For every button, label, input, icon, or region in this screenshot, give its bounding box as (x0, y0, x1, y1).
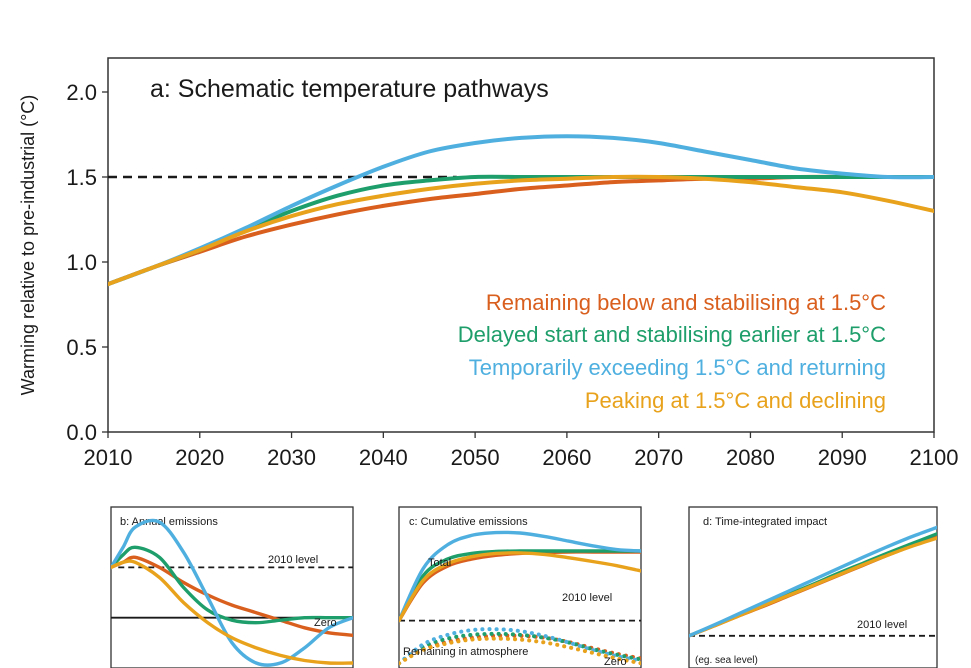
panel-c-label-remaining: Remaining in atmosphere (403, 646, 528, 658)
x-tick-label-2100: 2100 (910, 445, 959, 470)
panel-c: c: Cumulative emissions Total 2010 level… (398, 506, 642, 668)
panel-b-series-line-1 (111, 555, 353, 637)
panel-c-series-line-3 (399, 530, 641, 623)
x-tick-label-2090: 2090 (818, 445, 867, 470)
y-tick-label-2-0: 2.0 (66, 80, 97, 105)
y-tick-label-0-0: 0.0 (66, 420, 97, 445)
panel-c-label-2010-level: 2010 level (562, 592, 612, 604)
panel-c-series-line-7-dotted (399, 627, 641, 666)
panel-c-series-line-2 (399, 549, 641, 623)
panel-a: a: Schematic temperature pathways Warmin… (18, 57, 959, 470)
panel-a-plot-area (108, 134, 934, 287)
panel-d-plot-area (689, 525, 937, 638)
panel-a-series-line-remaining-below-and-stabilising-at-1-5-c (108, 174, 934, 287)
x-tick-label-2050: 2050 (451, 445, 500, 470)
panel-b-label-zero: Zero (314, 617, 337, 629)
x-tick-label-2070: 2070 (634, 445, 683, 470)
panel-b-plot-area (111, 518, 353, 667)
panel-c-label-zero: Zero (604, 656, 627, 668)
legend-item-temporarily-exceeding: Temporarily exceeding 1.5°C and returnin… (469, 355, 886, 380)
panel-c-label-total: Total (428, 557, 451, 569)
y-tick-label-1-0: 1.0 (66, 250, 97, 275)
panel-c-series-line-8-dotted (399, 636, 641, 666)
x-tick-label-2040: 2040 (359, 445, 408, 470)
panel-a-series-line-peaking-at-1-5-c-and-declining (108, 174, 934, 287)
panel-d-frame (688, 506, 938, 668)
panel-c-title: c: Cumulative emissions (409, 516, 528, 528)
y-tick-label-1-5: 1.5 (66, 165, 97, 190)
panel-d-label-eg-sea-level: (eg. sea level) (695, 655, 758, 666)
x-tick-label-2020: 2020 (175, 445, 224, 470)
panel-b-series-line-4 (111, 559, 353, 665)
legend-item-delayed-start: Delayed start and stabilising earlier at… (458, 322, 886, 347)
panel-b: b: Annual emissions 2010 level Zero (110, 506, 354, 668)
panel-b-title: b: Annual emissions (120, 516, 218, 528)
x-tick-label-2010: 2010 (84, 445, 133, 470)
panel-b-frame (110, 506, 354, 668)
panel-c-plot-area (399, 530, 641, 666)
panel-a-frame (107, 57, 935, 433)
panel-d-label-2010-level: 2010 level (857, 619, 907, 631)
x-axis-ticks: 2010 2020 2030 2040 2050 2060 2070 2080 2090 2100 (84, 432, 959, 470)
panel-d-title: d: Time-integrated impact (703, 516, 827, 528)
panel-c-series-line-6-dotted (399, 631, 641, 666)
panel-a-series-line-delayed-start-and-stabilising-earlier-at-1-5-c (108, 174, 934, 287)
panel-d-series-line-4 (689, 525, 937, 638)
y-tick-label-0-5: 0.5 (66, 335, 97, 360)
x-tick-label-2030: 2030 (267, 445, 316, 470)
panel-b-label-2010-level: 2010 level (268, 554, 318, 566)
panel-c-series-line-4 (399, 551, 641, 623)
legend-item-peaking-declining: Peaking at 1.5°C and declining (585, 388, 886, 413)
y-axis-label: Warming relative to pre-industrial (°C) (18, 95, 38, 396)
legend-item-remaining-below: Remaining below and stabilising at 1.5°C (486, 290, 886, 315)
panel-b-series-line-2 (111, 545, 353, 625)
panel-a-title: a: Schematic temperature pathways (150, 75, 549, 103)
y-axis-ticks: 0.0 0.5 1.0 1.5 2.0 (66, 80, 108, 445)
panel-c-frame (398, 506, 642, 668)
legend: Remaining below and stabilising at 1.5°C… (458, 290, 886, 413)
panel-b-series-line-3 (111, 518, 353, 667)
x-tick-label-2060: 2060 (542, 445, 591, 470)
panel-a-series-line-temporarily-exceeding-1-5-c-and-returning (108, 134, 934, 287)
x-tick-label-2080: 2080 (726, 445, 775, 470)
panel-d: d: Time-integrated impact 2010 level (eg… (688, 506, 938, 668)
